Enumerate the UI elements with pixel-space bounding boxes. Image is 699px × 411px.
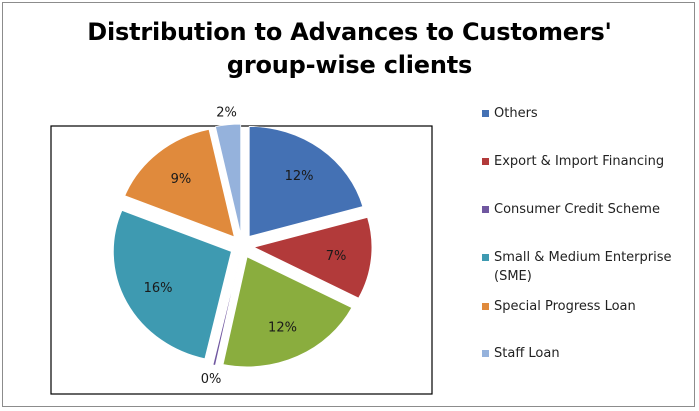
pie-slice-label: 12%: [268, 320, 297, 335]
chart-title-line-1: Distribution to Advances to Customers': [87, 18, 612, 46]
pie-slice-others: [248, 126, 364, 237]
legend-swatch: [482, 254, 489, 261]
chart-title: Distribution to Advances to Customers' g…: [0, 16, 699, 82]
pie-slice-label: 12%: [285, 169, 314, 184]
plot-area-border: [50, 125, 433, 395]
pie-slice-labels: 12% 7% 12% 0% 16% 9% 2%: [144, 106, 347, 388]
pie-slice-label: 9%: [171, 172, 192, 187]
legend-swatch: [482, 303, 489, 310]
legend-swatch: [482, 158, 489, 165]
pie-slice-label: 0%: [201, 372, 222, 387]
legend-label: Special Progress Loan: [494, 299, 636, 314]
chart-title-line-2: group-wise clients: [226, 51, 473, 79]
legend-label: Staff Loan: [494, 346, 560, 361]
legend-label: Others: [494, 106, 538, 121]
legend-swatch: [482, 206, 489, 213]
pie-slice-label: 7%: [326, 249, 347, 264]
pie-slices: [112, 123, 373, 368]
pie-slice-export-import-financing: [252, 216, 373, 299]
pie-slice-agriculture: [222, 256, 353, 368]
legend-label: Small & Medium Enterprise (SME): [494, 250, 672, 284]
pie-slice-label: 2%: [216, 106, 237, 121]
pie-slice-consumer-credit-scheme: [212, 257, 240, 366]
pie-slice-label: 16%: [144, 281, 173, 296]
pie-slice-special-progress-loan: [124, 128, 235, 238]
pie-slice-staff-loan: [214, 123, 242, 235]
legend-swatch: [482, 110, 489, 117]
legend-swatch: [482, 350, 489, 357]
legend-label: Export & Import Financing: [494, 154, 665, 169]
legend-label: Consumer Credit Scheme: [494, 202, 660, 217]
pie-slice-small-medium-enterprise-sme: [112, 209, 232, 360]
